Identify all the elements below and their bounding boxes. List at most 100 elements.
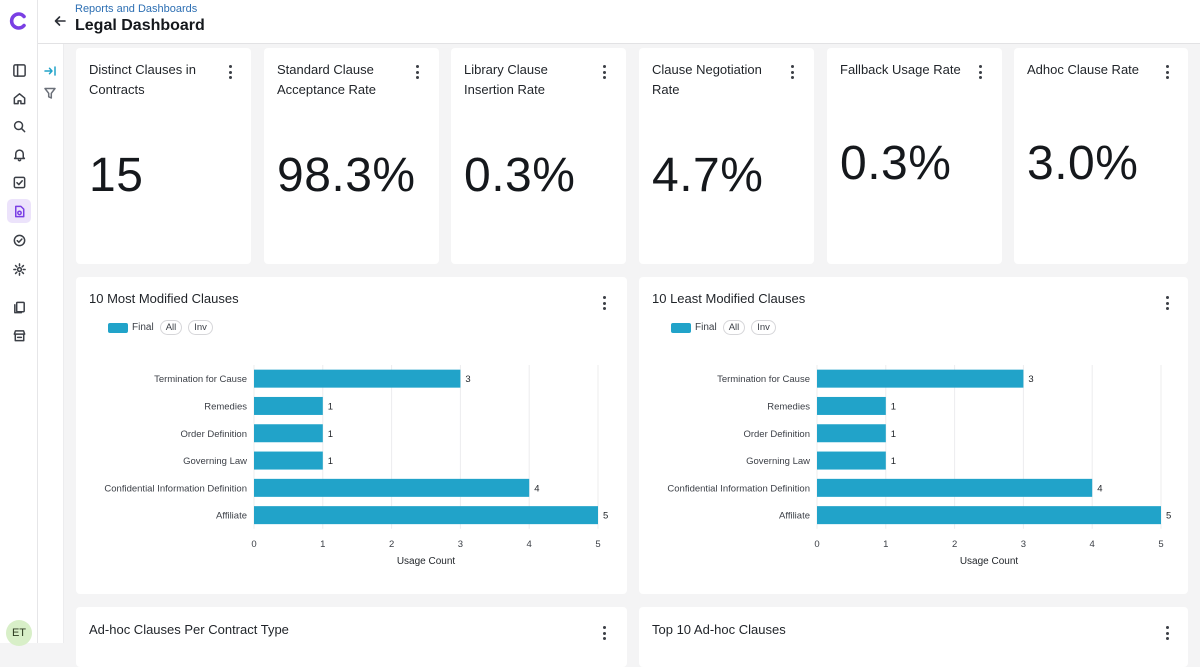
chart-title: 10 Least Modified Clauses <box>652 291 806 306</box>
chart-title: 10 Most Modified Clauses <box>89 291 239 306</box>
category-label: Termination for Cause <box>717 374 810 385</box>
kpi-label: Fallback Usage Rate <box>840 62 961 77</box>
more-options-icon[interactable] <box>224 64 236 82</box>
x-axis-label: Usage Count <box>397 556 456 567</box>
bar[interactable] <box>817 369 1024 388</box>
bar-chart: 0 1 2 3 4 5 Termination for Cause 3 Remedies 1 Ord… <box>667 365 1171 567</box>
most-modified-chart-card: 10 Most Modified Clauses Final All Inv 0… <box>76 277 627 594</box>
more-options-icon[interactable] <box>1161 64 1173 82</box>
avatar[interactable]: ET <box>6 620 32 646</box>
store-icon[interactable] <box>7 323 31 347</box>
kpi-value: 98.3% <box>277 149 416 202</box>
card-title: Ad-hoc Clauses Per Contract Type <box>89 622 289 637</box>
bar[interactable] <box>254 369 461 388</box>
legend-all-toggle[interactable]: All <box>159 320 183 335</box>
bar[interactable] <box>254 424 323 443</box>
legend-swatch[interactable] <box>108 322 128 333</box>
kpi-card: Clause Negotiation Rate 4.7% <box>639 48 814 264</box>
kpi-label: Clause Negotiation Rate <box>652 62 762 97</box>
sidebar-toggle-icon[interactable] <box>7 58 31 82</box>
expand-panel-icon[interactable] <box>43 64 59 80</box>
x-tick-label: 1 <box>883 539 888 550</box>
filter-icon[interactable] <box>43 86 59 102</box>
bar[interactable] <box>254 396 323 415</box>
app-logo[interactable] <box>9 11 29 31</box>
more-options-icon[interactable] <box>598 64 610 82</box>
top-adhoc-clauses-card: Top 10 Ad-hoc Clauses <box>639 607 1188 667</box>
avatar-initials: ET <box>11 627 27 639</box>
x-tick-label: 3 <box>1021 539 1026 550</box>
kpi-value: 4.7% <box>652 149 764 202</box>
data-label: 5 <box>1166 511 1171 522</box>
legend-series-label[interactable]: Final <box>695 322 717 333</box>
back-arrow-icon[interactable] <box>52 13 68 29</box>
bar[interactable] <box>817 396 886 415</box>
legend-inv-toggle[interactable]: Inv <box>188 320 213 335</box>
category-label: Affiliate <box>216 511 247 522</box>
bar[interactable] <box>254 506 598 525</box>
kpi-value: 0.3% <box>840 137 952 190</box>
category-label: Confidential Information Definition <box>667 483 810 494</box>
data-label: 3 <box>465 374 470 385</box>
tasks-icon[interactable] <box>7 170 31 194</box>
card-title: Top 10 Ad-hoc Clauses <box>652 622 786 637</box>
documents-icon[interactable] <box>7 295 31 319</box>
data-label: 5 <box>603 511 608 522</box>
bar[interactable] <box>817 478 1093 497</box>
breadcrumb[interactable]: Reports and Dashboards <box>75 3 198 15</box>
kpi-label: Standard Clause Acceptance Rate <box>277 62 377 97</box>
bar[interactable] <box>817 506 1161 525</box>
bar[interactable] <box>254 451 323 470</box>
data-label: 1 <box>328 401 333 412</box>
bar[interactable] <box>817 424 886 443</box>
bar[interactable] <box>817 451 886 470</box>
bell-icon[interactable] <box>7 142 31 166</box>
kpi-label: Distinct Clauses in Contracts <box>89 62 196 97</box>
x-tick-label: 1 <box>320 539 325 550</box>
category-label: Governing Law <box>183 456 247 467</box>
chart-legend: Final All Inv <box>108 320 213 335</box>
category-label: Remedies <box>767 401 810 412</box>
kpi-card: Distinct Clauses in Contracts 15 <box>76 48 251 264</box>
x-tick-label: 2 <box>952 539 957 550</box>
kpi-label: Adhoc Clause Rate <box>1027 62 1140 77</box>
bar-chart: 0 1 2 3 4 5 Termination for Cause 3 Remedies 1 Ord… <box>104 365 608 567</box>
kpi-value: 0.3% <box>464 149 576 202</box>
check-circle-icon[interactable] <box>7 228 31 252</box>
x-axis-label: Usage Count <box>960 556 1019 567</box>
legend-series-label[interactable]: Final <box>132 322 154 333</box>
data-label: 1 <box>328 456 333 467</box>
more-options-icon[interactable] <box>1161 625 1173 643</box>
legend-all-toggle[interactable]: All <box>722 320 746 335</box>
more-options-icon[interactable] <box>974 64 986 82</box>
adhoc-per-type-card: Ad-hoc Clauses Per Contract Type <box>76 607 627 667</box>
kpi-value: 3.0% <box>1027 137 1139 190</box>
category-label: Termination for Cause <box>154 374 247 385</box>
category-label: Governing Law <box>746 456 810 467</box>
data-label: 4 <box>534 483 539 494</box>
more-options-icon[interactable] <box>1161 295 1173 313</box>
data-label: 1 <box>891 456 896 467</box>
kpi-card: Adhoc Clause Rate 3.0% <box>1014 48 1188 264</box>
kpi-card: Standard Clause Acceptance Rate 98.3% <box>264 48 439 264</box>
x-tick-label: 4 <box>527 539 532 550</box>
contract-settings-icon[interactable] <box>7 199 31 223</box>
data-label: 3 <box>1028 374 1033 385</box>
more-options-icon[interactable] <box>786 64 798 82</box>
bar[interactable] <box>254 478 530 497</box>
kpi-value: 15 <box>89 149 144 202</box>
legend-swatch[interactable] <box>671 322 691 333</box>
chart-legend: Final All Inv <box>671 320 776 335</box>
x-tick-label: 4 <box>1090 539 1095 550</box>
category-label: Affiliate <box>779 511 810 522</box>
kpi-card: Fallback Usage Rate 0.3% <box>827 48 1002 264</box>
more-options-icon[interactable] <box>598 295 610 313</box>
x-tick-label: 2 <box>389 539 394 550</box>
gear-icon[interactable] <box>7 257 31 281</box>
home-icon[interactable] <box>7 86 31 110</box>
data-label: 4 <box>1097 483 1102 494</box>
legend-inv-toggle[interactable]: Inv <box>751 320 776 335</box>
search-icon[interactable] <box>7 114 31 138</box>
more-options-icon[interactable] <box>411 64 423 82</box>
more-options-icon[interactable] <box>598 625 610 643</box>
